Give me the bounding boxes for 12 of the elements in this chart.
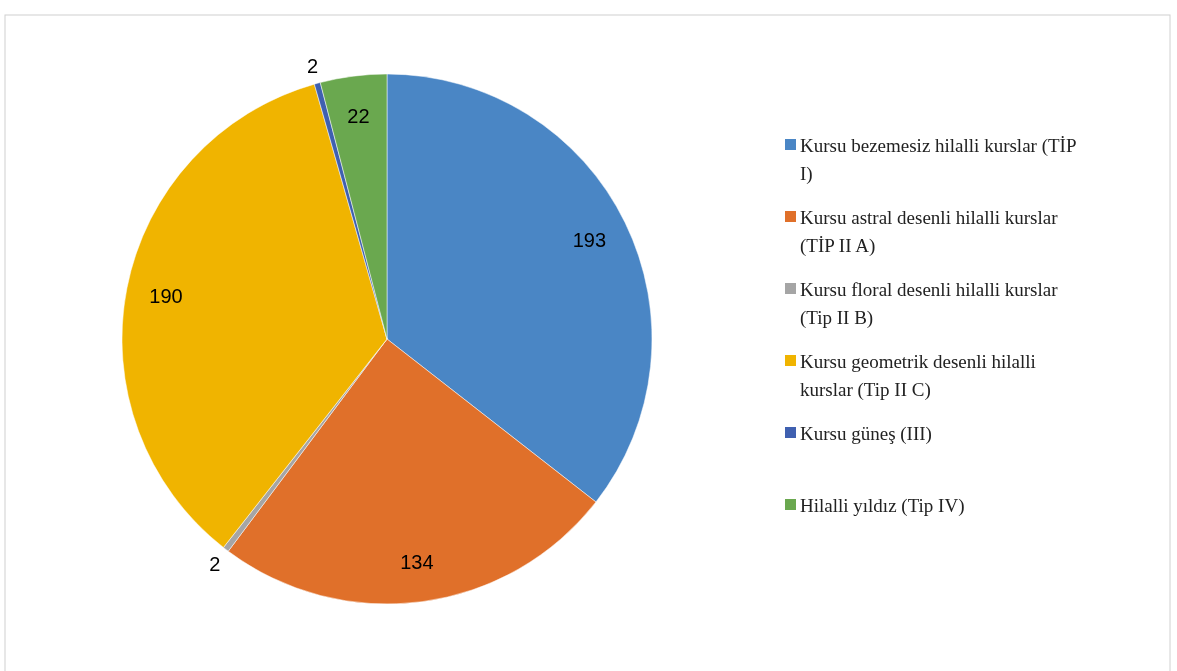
data-label: 190 bbox=[149, 284, 183, 307]
data-label: 2 bbox=[209, 552, 221, 575]
legend-label: Hilalli yıldız (Tip IV) bbox=[800, 494, 965, 517]
data-label: 134 bbox=[400, 551, 434, 574]
legend-label: Kursu geometrik desenli hilalli kurslar (Tip II C) bbox=[800, 350, 1036, 401]
legend-label: Kursu floral desenli hilalli kurslar (Tip II B) bbox=[800, 278, 1059, 329]
data-label: 22 bbox=[347, 104, 370, 127]
data-label: 193 bbox=[572, 229, 607, 252]
legend-label: Kursu güneş (III) bbox=[800, 422, 932, 445]
legend-label: Kursu bezemesiz hilalli kurslar (TİP I) bbox=[800, 134, 1077, 185]
legend-label: Kursu astral desenli hilalli kurslar (TİP II A) bbox=[800, 206, 1059, 257]
data-label: 2 bbox=[307, 54, 319, 77]
